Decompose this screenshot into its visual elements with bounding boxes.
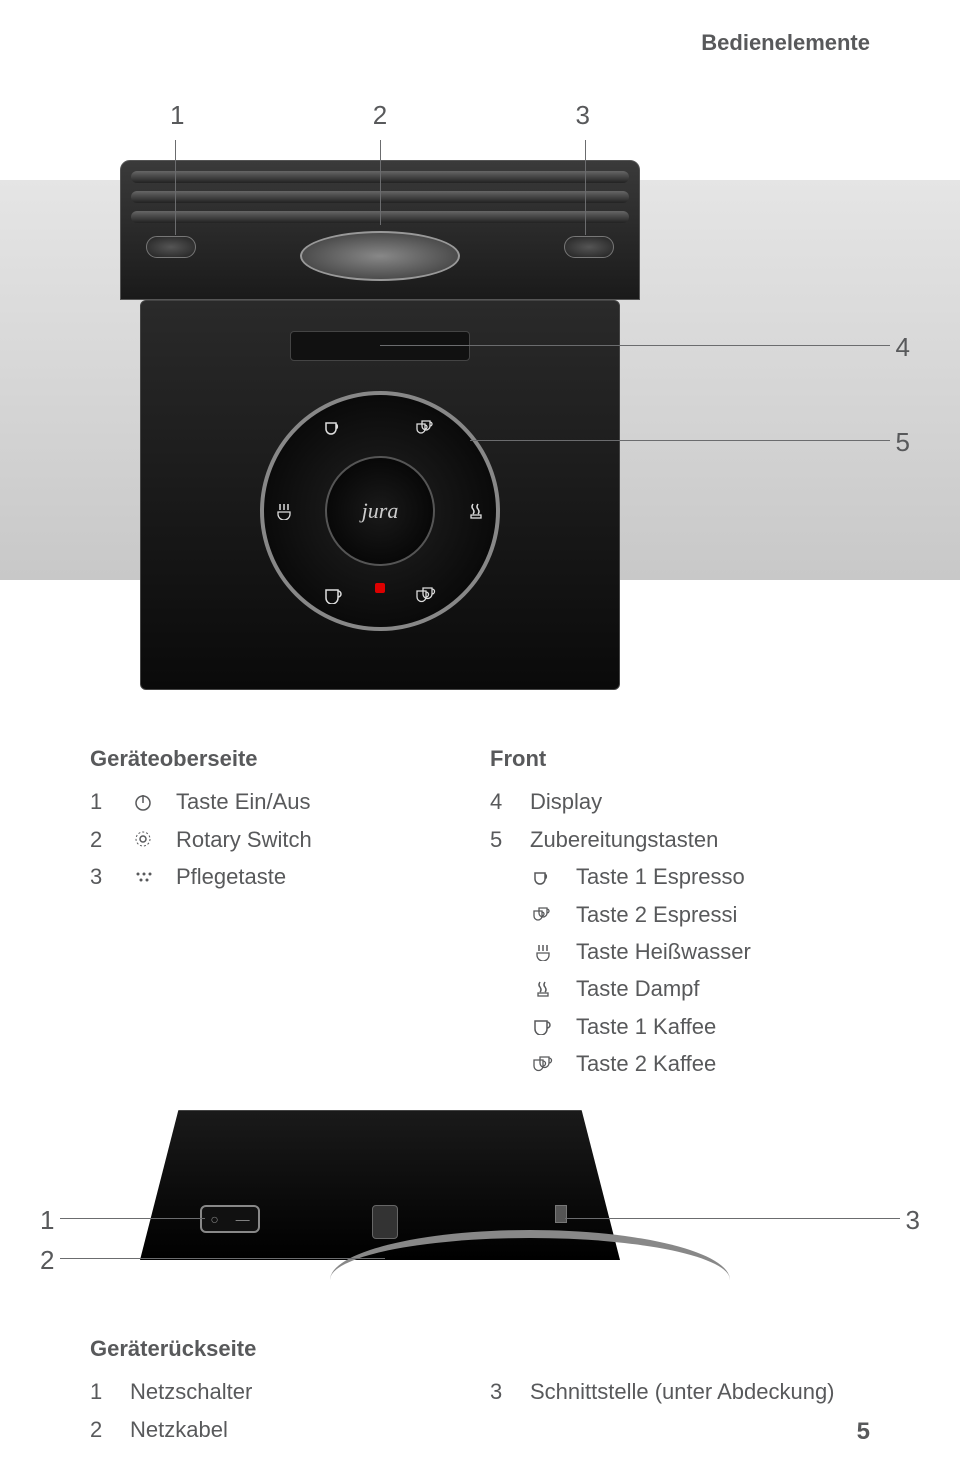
callout-3: 3: [576, 100, 590, 131]
legend-row: Taste Heißwasser: [490, 933, 751, 970]
cable-base-graphic: [372, 1205, 398, 1239]
legend-row: 5 Zubereitungstasten: [490, 821, 751, 858]
legend-num: 3: [490, 1373, 510, 1410]
page-header: Bedienelemente: [701, 30, 870, 56]
legend-label: Taste Ein/Aus: [176, 783, 311, 820]
leader-line: [585, 140, 586, 235]
legend-num: 1: [90, 783, 110, 820]
back-callout-3: 3: [906, 1205, 920, 1236]
legend-num: 2: [90, 821, 110, 858]
legend-row: 2 Rotary Switch: [90, 821, 312, 858]
legend-num: 3: [90, 858, 110, 895]
rotary-switch-graphic: [300, 231, 460, 281]
legend-top-left: Geräteoberseite 1 Taste Ein/Aus 2 Rotary…: [90, 740, 312, 896]
brand-logo: jura: [325, 456, 435, 566]
leader-line: [380, 345, 890, 346]
leader-line: [60, 1258, 385, 1259]
cup2-large-icon: [530, 1055, 556, 1073]
legend-num: 1: [90, 1373, 110, 1410]
legend-row: Taste Dampf: [490, 970, 751, 1007]
legend-label: Display: [530, 783, 602, 820]
rotary-icon: [130, 830, 156, 848]
legend-num: 5: [490, 821, 510, 858]
callout-1: 1: [170, 100, 184, 131]
legend-label: Taste 2 Kaffee: [576, 1045, 716, 1082]
legend-row: 1 Netzschalter: [90, 1373, 256, 1410]
legend-label: Taste 1 Espresso: [576, 858, 745, 895]
legend-heading: [490, 1330, 835, 1367]
front-diagram: jura 4 5: [0, 140, 960, 690]
care-icon: [130, 868, 156, 886]
cup1-small-icon: [530, 868, 556, 886]
steam-icon: [530, 980, 556, 998]
power-button-graphic: [146, 236, 196, 258]
hotwater-icon: [270, 500, 298, 522]
power-icon: [130, 793, 156, 811]
legend-heading: Geräterückseite: [90, 1330, 256, 1367]
interface-port-graphic: [555, 1205, 567, 1223]
legend-label: Taste Heißwasser: [576, 933, 751, 970]
callout-4: 4: [896, 332, 910, 363]
leader-line: [380, 140, 381, 225]
top-callout-row: 1 2 3: [170, 100, 590, 131]
cup1-large-icon: [530, 1017, 556, 1035]
cup2-small-icon: [412, 416, 440, 438]
leader-line: [470, 440, 890, 441]
legend-label: Netzschalter: [130, 1373, 252, 1410]
legend-row: 3 Schnittstelle (unter Abdeckung): [490, 1373, 835, 1410]
legend-row: Taste 1 Kaffee: [490, 1008, 751, 1045]
legend-row: Taste 1 Espresso: [490, 858, 751, 895]
steam-icon: [462, 500, 490, 522]
legend-label: Zubereitungstasten: [530, 821, 718, 858]
back-diagram: ○— 1 2 3: [0, 1110, 960, 1280]
mains-switch-graphic: ○—: [200, 1205, 260, 1233]
cup1-small-icon: [320, 416, 348, 438]
legend-label: Netzkabel: [130, 1411, 228, 1448]
control-ring: jura: [260, 391, 500, 631]
legend-top-right: Front 4 Display 5 Zubereitungstasten Tas…: [490, 740, 751, 1083]
legend-label: Rotary Switch: [176, 821, 312, 858]
legend-row: 2 Netzkabel: [90, 1411, 256, 1448]
back-callout-1: 1: [40, 1205, 54, 1236]
legend-back-left: Geräterückseite 1 Netzschalter 2 Netzkab…: [90, 1330, 256, 1448]
legend-label: Taste 2 Espressi: [576, 896, 737, 933]
legend-row: Taste 2 Kaffee: [490, 1045, 751, 1082]
cup1-large-icon: [320, 584, 348, 606]
legend-back-right: 3 Schnittstelle (unter Abdeckung): [490, 1330, 835, 1411]
legend-heading: Front: [490, 740, 751, 777]
leader-line: [60, 1218, 205, 1219]
legend-row: 1 Taste Ein/Aus: [90, 783, 312, 820]
callout-5: 5: [896, 427, 910, 458]
legend-label: Pflegetaste: [176, 858, 286, 895]
display-graphic: [290, 331, 470, 361]
back-callout-2: 2: [40, 1245, 54, 1276]
legend-row: 3 Pflegetaste: [90, 858, 312, 895]
legend-num: 4: [490, 783, 510, 820]
machine-front-view: jura: [140, 300, 620, 690]
legend-heading: Geräteoberseite: [90, 740, 312, 777]
hotwater-icon: [530, 943, 556, 961]
page-number: 5: [857, 1418, 870, 1446]
legend-label: Taste 1 Kaffee: [576, 1008, 716, 1045]
cup2-large-icon: [412, 584, 440, 606]
legend-label: Schnittstelle (unter Abdeckung): [530, 1373, 835, 1410]
legend-num: 2: [90, 1411, 110, 1448]
legend-row: 4 Display: [490, 783, 751, 820]
care-button-graphic: [564, 236, 614, 258]
leader-line: [175, 140, 176, 235]
legend-label: Taste Dampf: [576, 970, 700, 1007]
leader-line: [565, 1218, 900, 1219]
cup2-small-icon: [530, 905, 556, 923]
legend-row: Taste 2 Espressi: [490, 896, 751, 933]
callout-2: 2: [373, 100, 387, 131]
